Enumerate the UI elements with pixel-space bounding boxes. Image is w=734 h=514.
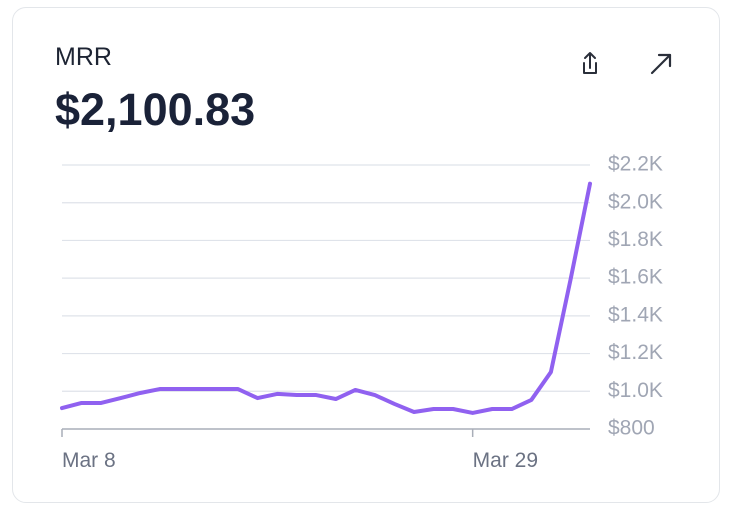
line [60,181,592,415]
y-tick-label: $1.2K [608,341,663,364]
y-tick-label: $2.0K [608,190,663,213]
x-tick-label: Mar 8 [62,449,116,472]
x-tick-label: Mar 29 [473,449,538,472]
share-icon[interactable] [583,52,597,74]
y-tick-label: $1.6K [608,266,663,289]
y-tick-label: $1.4K [608,303,663,326]
expand-icon[interactable] [650,53,672,75]
y-tick-label: $800 [608,417,655,440]
card [12,7,720,503]
y-tick-label: $2.2K [608,153,663,176]
y-tick-label: $1.0K [608,379,663,402]
y-tick-label: $1.8K [608,228,663,251]
chart-title: MRR [55,43,112,71]
metric-value: $2,100.83 [55,84,255,135]
